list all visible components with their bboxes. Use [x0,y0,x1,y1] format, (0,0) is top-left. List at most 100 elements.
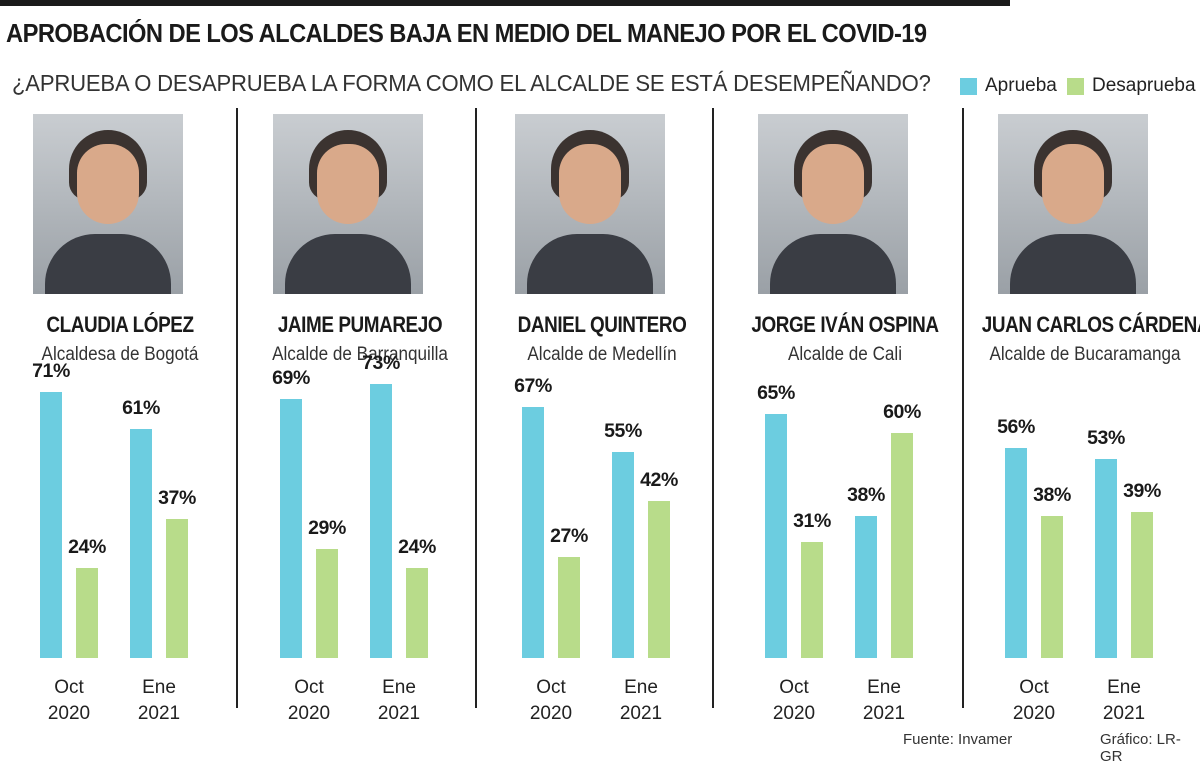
bar-desaprueba [1131,511,1153,658]
x-tick-label: Oct 2020 [759,675,829,727]
x-tick-year: 2021 [619,703,663,724]
data-label-aprueba: 73% [362,352,400,375]
data-label-desaprueba: 31% [793,509,831,532]
data-label-aprueba: 56% [997,416,1035,438]
mayor-name: JUAN CARLOS CÁRDENAS [981,312,1200,337]
portrait-face [317,144,379,224]
x-tick-month: Ene [142,677,176,698]
mayor-role: Alcalde de Barranquilla [272,344,448,365]
data-label-aprueba: 69% [272,367,310,390]
legend-item-aprueba: Aprueba [960,74,1057,98]
data-label-aprueba: 67% [514,374,552,397]
data-label-desaprueba: 27% [550,524,588,547]
x-tick-label: Ene 2021 [1089,675,1159,727]
portrait-face [559,144,621,224]
data-label-desaprueba: 38% [1033,483,1071,506]
data-label-aprueba: 61% [122,397,160,420]
data-label-aprueba: 53% [1087,427,1125,450]
bar-desaprueba [406,568,428,658]
bar-aprueba [370,384,392,658]
portrait-body [770,234,896,294]
legend-item-desaprueba: Desaprueba [1067,74,1196,98]
mayor-panel: JUAN CARLOS CÁRDENAS Alcalde de Bucaraman… [965,108,1200,728]
x-tick-label: Ene 2021 [849,675,919,727]
mayor-name: DANIEL QUINTERO [517,312,687,337]
chart-title: APROBACIÓN DE LOS ALCALDES BAJA EN MEDIO… [6,20,927,48]
x-tick-label: Oct 2020 [34,675,104,727]
mayor-name: CLAUDIA LÓPEZ [46,312,194,337]
x-tick-year: 2021 [1102,703,1146,724]
portrait-body [45,234,171,294]
x-tick-month: Oct [536,677,566,698]
legend-label-desaprueba: Desaprueba [1092,75,1196,96]
bar-aprueba [855,515,877,658]
x-tick-month: Ene [867,677,901,698]
mayor-portrait [273,114,423,294]
bar-aprueba [130,429,152,658]
x-tick-label: Oct 2020 [516,675,586,727]
bar-aprueba [1095,459,1117,658]
panel-separator [236,108,238,708]
data-label-desaprueba: 60% [883,401,921,423]
portrait-body [1010,234,1136,294]
data-label-aprueba: 38% [847,483,885,506]
data-label-desaprueba: 29% [308,517,346,540]
mayor-panel: JORGE IVÁN OSPINA Alcalde de Cali 65% 31% Oc… [725,108,965,728]
x-tick-month: Ene [624,677,658,698]
bar-aprueba [612,451,634,658]
x-tick-month: Oct [294,677,324,698]
bar-desaprueba [76,568,98,658]
credit-note: Gráfico: LR-GR [1100,731,1181,765]
x-tick-year: 2020 [529,703,573,724]
bar-aprueba [280,399,302,658]
mayor-panel: DANIEL QUINTERO Alcalde de Medellín 67% 27%… [482,108,722,728]
bar-desaprueba [558,556,580,658]
x-tick-month: Oct [1019,677,1049,698]
x-tick-month: Ene [382,677,416,698]
top-rule [0,0,1010,6]
x-tick-year: 2020 [47,703,91,724]
x-tick-year: 2021 [137,703,181,724]
mayor-portrait [515,114,665,294]
x-tick-label: Ene 2021 [606,675,676,727]
bar-desaprueba [801,541,823,658]
panel-separator [712,108,714,708]
mayor-portrait [998,114,1148,294]
x-tick-label: Ene 2021 [364,675,434,727]
bar-aprueba [1005,448,1027,658]
legend-swatch-aprueba [960,77,977,95]
bar-desaprueba [166,519,188,658]
x-tick-label: Ene 2021 [124,675,194,727]
portrait-body [527,234,653,294]
bar-desaprueba [1041,515,1063,658]
data-label-aprueba: 65% [757,382,795,405]
data-label-aprueba: 55% [604,419,642,442]
legend-swatch-desaprueba [1067,77,1084,95]
portrait-body [285,234,411,294]
data-label-desaprueba: 42% [640,468,678,491]
x-tick-month: Oct [779,677,809,698]
portrait-face [802,144,864,224]
bar-aprueba [522,406,544,658]
mayor-role: Alcalde de Medellín [527,344,677,365]
bar-desaprueba [316,549,338,658]
bar-desaprueba [648,500,670,658]
mayor-role: Alcalde de Bucaramanga [989,344,1181,365]
x-tick-label: Oct 2020 [999,675,1069,727]
panel-separator [475,108,477,708]
data-label-desaprueba: 39% [1123,479,1161,502]
x-tick-year: 2021 [377,703,421,724]
mayor-name: JAIME PUMAREJO [277,312,443,337]
data-label-desaprueba: 24% [398,536,436,558]
data-label-desaprueba: 24% [68,536,106,558]
mayor-role: Alcaldesa de Bogotá [41,344,199,365]
bar-aprueba [765,414,787,658]
mayor-portrait [33,114,183,294]
bar-desaprueba [891,433,913,658]
portrait-face [1042,144,1104,224]
bar-aprueba [40,391,62,658]
data-label-aprueba: 71% [32,359,70,382]
portrait-face [77,144,139,224]
x-tick-year: 2020 [287,703,331,724]
mayor-portrait [758,114,908,294]
